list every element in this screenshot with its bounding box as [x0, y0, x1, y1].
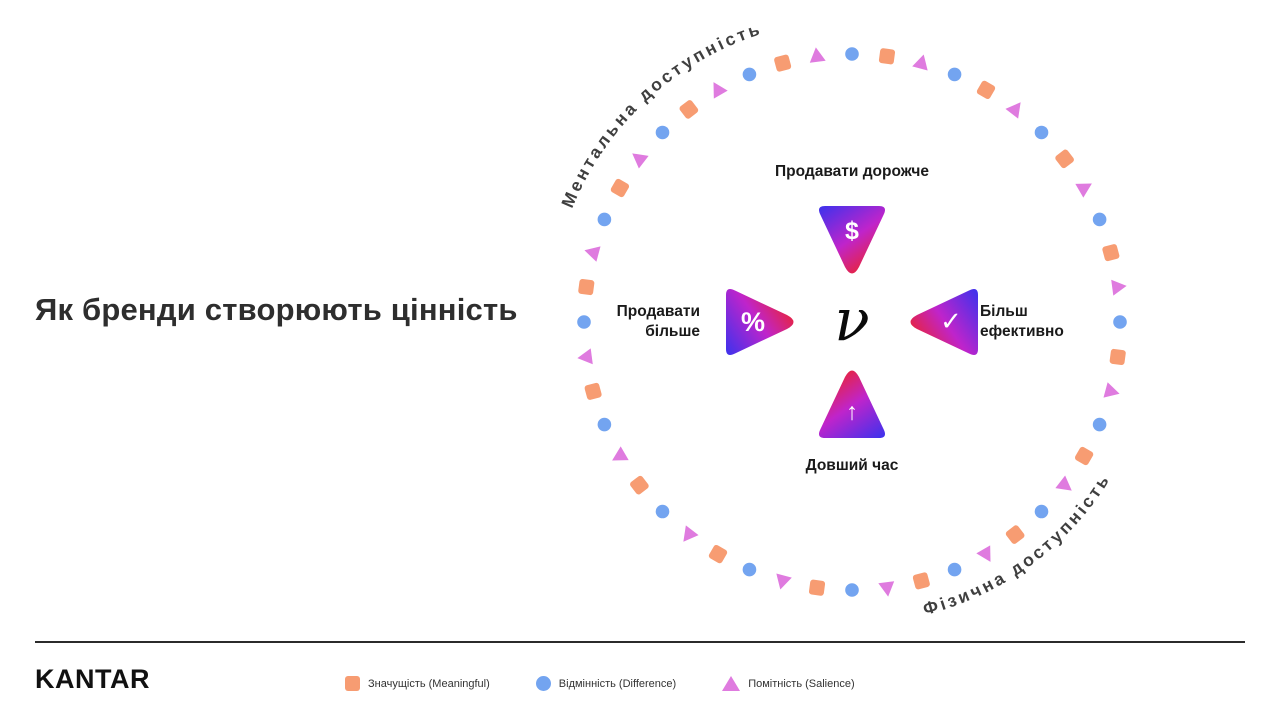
ring-triangle — [612, 446, 629, 461]
petal-more-effective — [910, 289, 978, 355]
ring-square — [630, 475, 649, 495]
ring-circle — [845, 583, 859, 597]
ring-triangle — [1005, 102, 1021, 119]
ring-triangle — [1075, 183, 1092, 198]
percent-icon: % — [741, 307, 765, 337]
ring-triangle — [878, 581, 895, 597]
ring-square — [1005, 525, 1025, 544]
ring-shapes — [577, 47, 1127, 597]
ring-circle — [845, 47, 859, 61]
ring-circle — [577, 315, 591, 329]
check-icon: ✓ — [940, 306, 962, 336]
label-more-effective-line1: Більш — [980, 303, 1028, 320]
ring-circle — [947, 562, 962, 577]
label-sell-higher: Продавати дорожче — [775, 163, 929, 180]
ring-circle — [655, 504, 670, 519]
legend-label-meaningful: Значущість (Meaningful) — [368, 677, 490, 690]
ring-circle — [1092, 417, 1107, 432]
arc-label-physical-availability: Фізична доступність — [921, 469, 1115, 619]
ring-square — [679, 100, 699, 119]
diagram-svg: Ментальна доступність Фізична доступніст… — [557, 18, 1127, 619]
ring-circle — [597, 212, 612, 227]
ring-triangle — [713, 82, 728, 99]
legend: Значущість (Meaningful) Відмінність (Dif… — [345, 676, 855, 691]
legend-label-difference: Відмінність (Difference) — [558, 677, 677, 690]
dollar-icon: $ — [845, 217, 859, 245]
ring-triangle — [1111, 279, 1127, 296]
label-longer-time: Довший час — [806, 457, 899, 474]
label-sell-more-line2: більше — [645, 323, 700, 340]
ring-circle — [742, 562, 757, 577]
ring-square — [610, 178, 630, 198]
legend-label-salience: Помітність (Salience) — [748, 677, 855, 690]
ring-square — [808, 579, 826, 596]
ring-square — [1074, 446, 1094, 466]
ring-triangle — [976, 545, 991, 562]
petal-sell-higher — [819, 206, 885, 274]
ring-square — [912, 572, 930, 590]
ring-triangle — [577, 348, 593, 365]
ring-circle — [1092, 212, 1107, 227]
ring-triangle — [809, 47, 826, 63]
ring-circle — [742, 67, 757, 82]
ring-circle — [1034, 504, 1049, 519]
value-nu-symbol: ν — [834, 286, 869, 354]
ring-circle — [655, 125, 670, 140]
ring-square — [1109, 348, 1126, 366]
ring-triangle — [1103, 382, 1120, 398]
legend-item-difference: Відмінність (Difference) — [535, 676, 677, 691]
ring-circle — [597, 417, 612, 432]
arrow-up-icon: ↑ — [846, 399, 858, 426]
ring-square — [1055, 149, 1074, 169]
kantar-logo: KANTAR — [35, 664, 150, 694]
ring-circle — [1034, 125, 1049, 140]
legend-item-meaningful: Значущість (Meaningful) — [345, 676, 490, 691]
ring-square — [774, 54, 792, 72]
ring-triangle — [584, 246, 601, 262]
brand-value-diagram: Ментальна доступність Фізична доступніст… — [540, 0, 1220, 660]
ring-triangle — [1055, 475, 1072, 491]
petal-sell-more — [726, 289, 794, 355]
ring-square — [1102, 244, 1120, 262]
ring-circle — [1113, 315, 1127, 329]
label-more-effective-line2: ефективно — [980, 323, 1064, 340]
ring-square — [584, 382, 602, 400]
salience-triangle-icon — [722, 676, 741, 691]
ring-triangle — [776, 573, 792, 590]
ring-square — [976, 80, 996, 100]
footer-divider — [35, 641, 1245, 643]
ring-circle — [947, 67, 962, 82]
legend-item-salience: Помітність (Salience) — [722, 676, 855, 691]
ring-triangle — [683, 525, 699, 542]
ring-triangle — [912, 54, 928, 71]
ring-square — [878, 48, 896, 65]
meaningful-square-icon — [345, 676, 360, 691]
label-sell-more-line1: Продавати — [617, 303, 700, 320]
ring-triangle — [632, 153, 649, 169]
ring-square — [578, 278, 595, 296]
page-title: Як бренди створюють цінність — [35, 292, 518, 327]
ring-square — [708, 544, 728, 564]
arc-label-mental-availability: Ментальна доступність — [557, 18, 764, 210]
difference-circle-icon — [535, 676, 551, 691]
petal-longer-time — [819, 370, 885, 438]
